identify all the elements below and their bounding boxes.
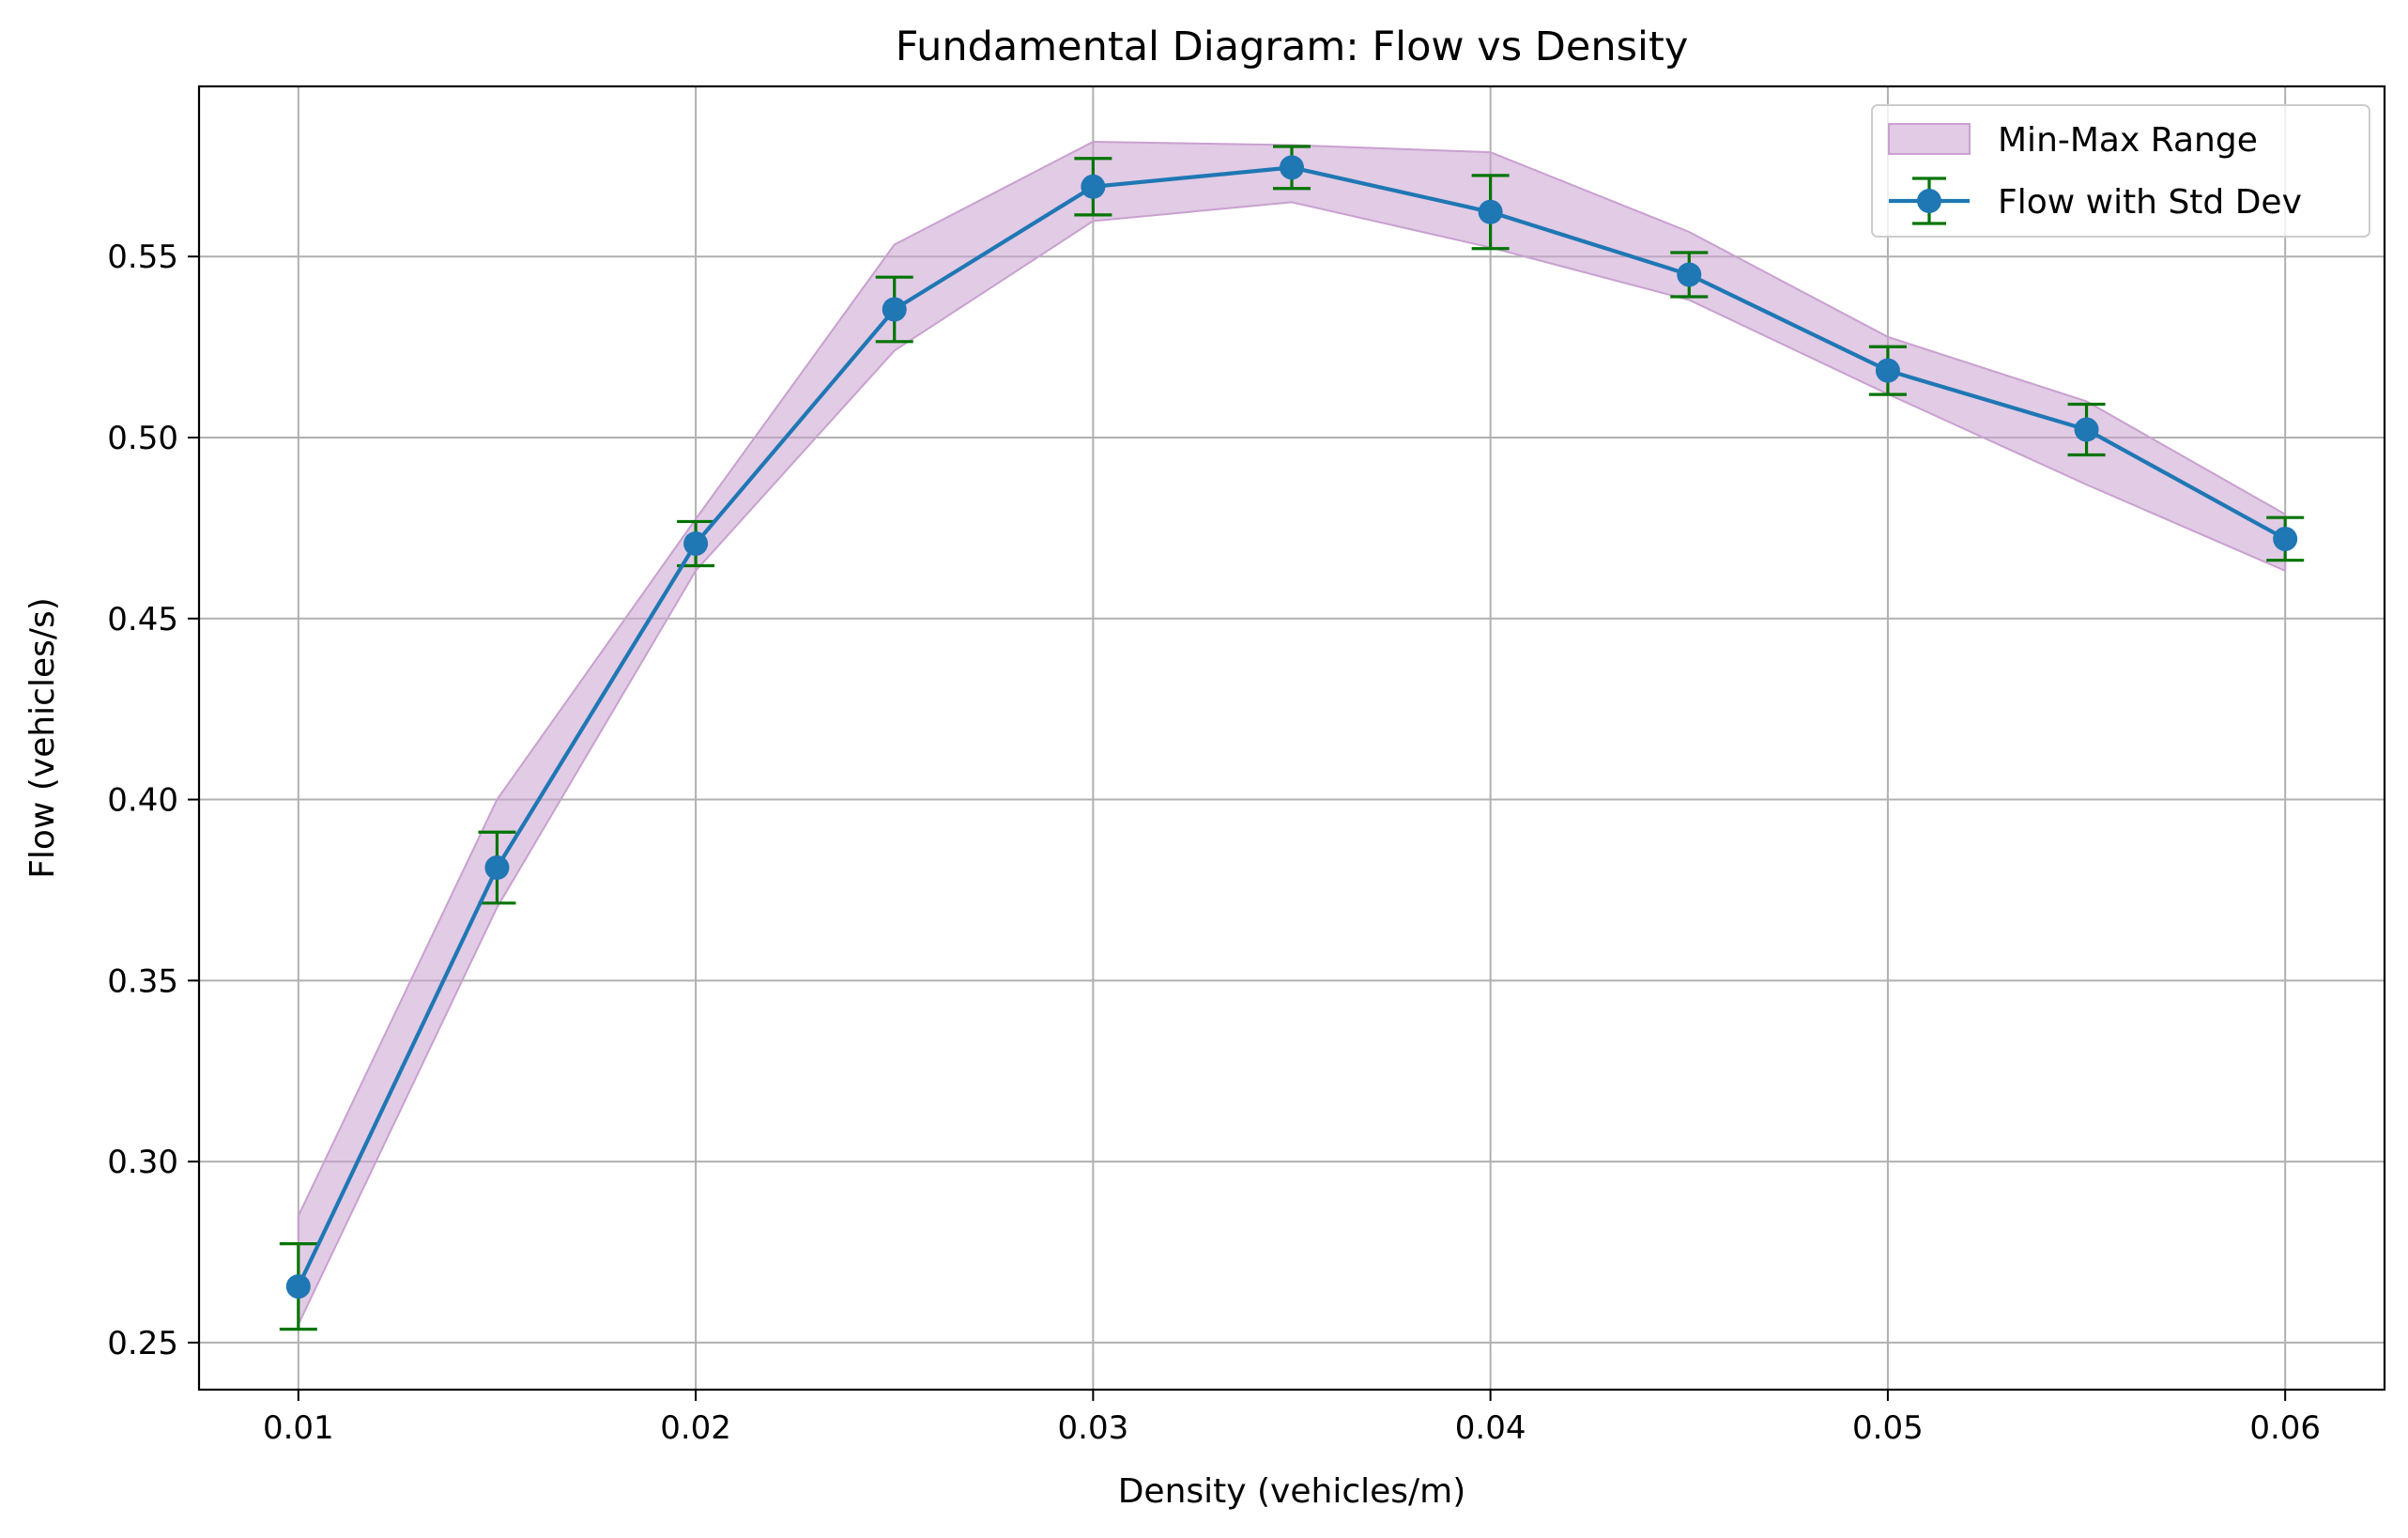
flow-data-point <box>882 297 907 322</box>
x-axis-label: Density (vehicles/m) <box>1118 1472 1466 1511</box>
x-tick-label: 0.01 <box>263 1409 334 1447</box>
y-tick-label: 0.50 <box>107 420 178 457</box>
y-tick-label: 0.25 <box>107 1325 178 1362</box>
legend-line-label: Flow with Std Dev <box>1998 183 2302 222</box>
grid-lines <box>199 86 2385 1390</box>
y-tick-label: 0.30 <box>107 1144 178 1181</box>
x-tick-label: 0.02 <box>660 1409 731 1447</box>
min-max-band <box>297 140 2287 1326</box>
chart-title: Fundamental Diagram: Flow vs Density <box>896 23 1689 70</box>
flow-data-point <box>2273 526 2298 551</box>
flow-marker-layer <box>285 155 2298 1300</box>
flow-data-point <box>2074 417 2099 442</box>
y-tick-label: 0.45 <box>107 601 178 638</box>
x-tick-label: 0.03 <box>1058 1409 1129 1447</box>
flow-data-point <box>1875 358 1900 383</box>
y-tick-label: 0.55 <box>107 238 178 276</box>
flow-data-point <box>1478 199 1503 224</box>
x-tick-label: 0.04 <box>1455 1409 1526 1447</box>
y-axis-ticks: 0.25 0.30 0.35 0.40 0.45 0.50 0.55 <box>107 238 199 1362</box>
flow-data-point <box>1081 174 1106 199</box>
y-axis-label: Flow (vehicles/s) <box>23 597 62 879</box>
flow-data-point <box>285 1274 311 1300</box>
x-tick-label: 0.05 <box>1852 1409 1924 1447</box>
flow-data-point <box>1677 262 1702 287</box>
y-tick-label: 0.35 <box>107 962 178 1000</box>
legend-band-swatch <box>1888 123 1971 155</box>
x-axis-ticks: 0.01 0.02 0.03 0.04 0.05 0.06 <box>263 1390 2321 1447</box>
legend-marker <box>1917 189 1941 213</box>
x-tick-label: 0.06 <box>2249 1409 2321 1447</box>
legend-line-swatch <box>1889 177 1970 225</box>
flow-data-point <box>484 855 510 881</box>
legend: Min-Max Range Flow with Std Dev <box>1871 104 2370 238</box>
plot-frame <box>197 85 2386 1392</box>
flow-data-point <box>683 531 709 556</box>
legend-band-label: Min-Max Range <box>1998 121 2258 160</box>
min-max-band-layer <box>297 140 2287 1326</box>
flow-data-point <box>1280 155 1304 180</box>
legend-box <box>1871 104 2370 238</box>
y-tick-label: 0.40 <box>107 782 178 820</box>
